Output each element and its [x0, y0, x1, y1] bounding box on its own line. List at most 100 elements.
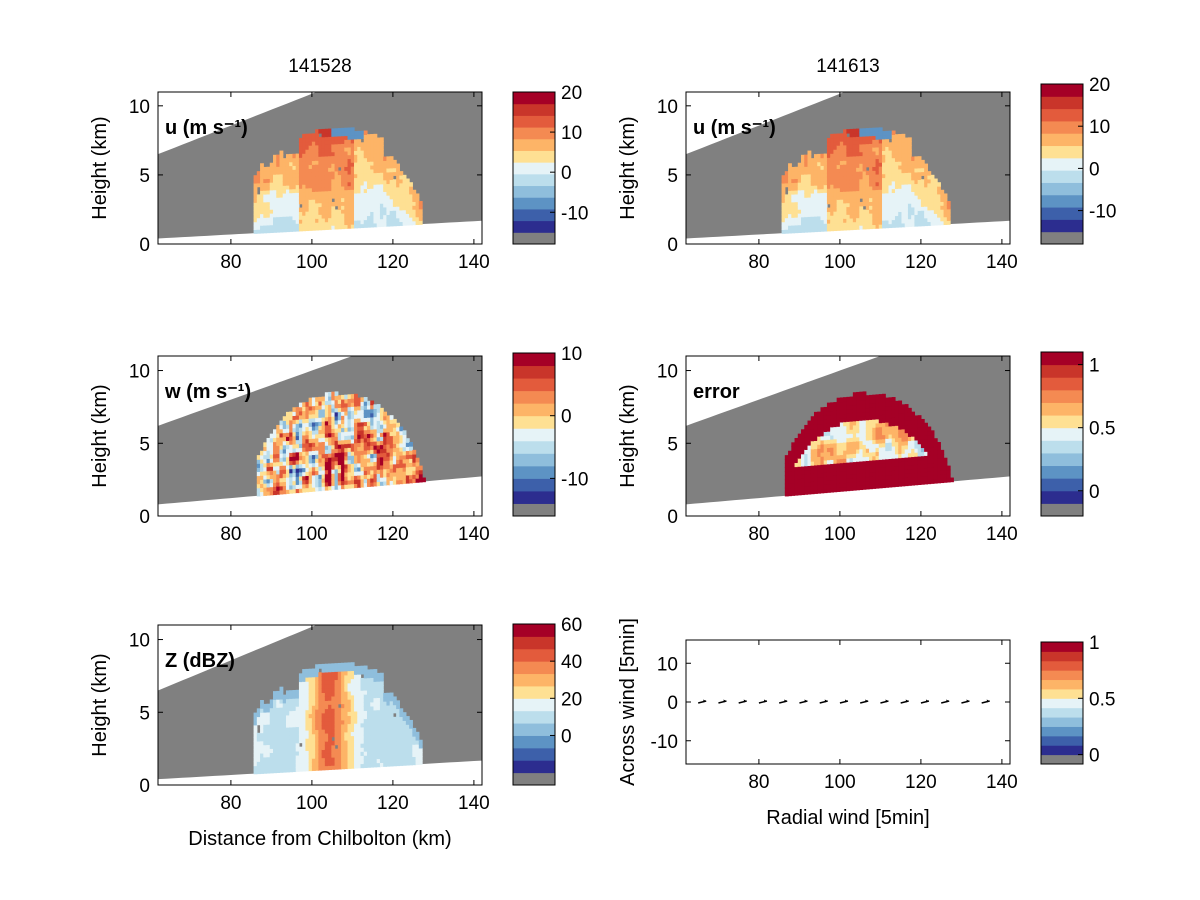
data-cell	[898, 199, 903, 205]
data-cell	[373, 222, 378, 228]
data-cell	[328, 728, 332, 734]
data-cell	[807, 457, 812, 462]
data-cell	[920, 206, 925, 211]
data-cell	[298, 451, 303, 457]
data-cell	[302, 141, 307, 147]
data-cell	[904, 180, 909, 185]
data-cell	[260, 704, 264, 709]
data-cell	[331, 765, 336, 770]
data-cell	[409, 217, 413, 222]
data-cell	[781, 182, 786, 188]
data-cell	[260, 209, 264, 215]
data-cell	[360, 478, 365, 484]
data-cell	[878, 162, 883, 167]
data-cell	[350, 224, 355, 229]
data-cell	[917, 191, 922, 196]
data-cell	[856, 205, 860, 211]
data-cell	[331, 143, 336, 149]
data-cell	[298, 718, 303, 723]
data-cell	[366, 138, 371, 143]
data-cell	[907, 191, 912, 197]
data-cell	[791, 442, 796, 448]
data-cell	[253, 761, 258, 767]
data-cell	[285, 216, 290, 221]
data-cell	[869, 419, 873, 425]
data-cell	[833, 426, 838, 432]
data-cell	[379, 141, 384, 146]
data-cell	[305, 681, 310, 686]
data-cell	[341, 427, 345, 433]
data-cell	[344, 158, 349, 164]
data-cell	[363, 470, 368, 476]
data-cell	[846, 474, 851, 479]
data-cell	[292, 484, 297, 490]
data-cell	[321, 425, 326, 430]
data-cell	[849, 152, 854, 157]
data-cell	[295, 742, 300, 748]
data-cell	[911, 210, 916, 216]
data-cell	[820, 227, 825, 232]
data-cell	[266, 719, 271, 725]
data-cell	[843, 454, 847, 459]
data-cell	[898, 203, 903, 209]
data-cell	[318, 214, 323, 219]
data-cell	[276, 166, 281, 171]
data-cell	[788, 205, 792, 211]
data-cell	[917, 464, 922, 469]
data-cell	[386, 456, 391, 461]
data-cell	[305, 180, 310, 185]
data-cell	[940, 466, 945, 471]
data-cell	[295, 767, 300, 772]
data-cell	[289, 431, 294, 437]
data-cell	[869, 415, 873, 420]
data-cell	[418, 473, 423, 479]
data-cell	[888, 466, 893, 472]
data-cell	[321, 761, 326, 767]
data-cell	[888, 470, 893, 476]
data-cell	[820, 431, 825, 437]
data-cell	[263, 186, 268, 191]
data-cell	[354, 471, 358, 476]
data-cell	[894, 425, 899, 430]
data-cell	[823, 406, 828, 412]
data-cell	[894, 153, 899, 159]
data-cell	[334, 217, 339, 222]
data-cell	[907, 473, 912, 478]
data-cell	[276, 441, 281, 446]
data-cell	[810, 436, 815, 442]
data-cell	[911, 444, 916, 449]
data-cell	[823, 439, 828, 445]
data-cell	[354, 154, 358, 159]
data-cell	[399, 205, 404, 211]
data-cell	[279, 715, 284, 720]
data-cell	[334, 395, 339, 401]
data-cell	[788, 475, 792, 480]
data-cell	[266, 170, 271, 176]
data-cell	[331, 761, 336, 766]
data-cell	[924, 434, 928, 440]
data-cell	[253, 206, 258, 211]
data-cell	[379, 210, 384, 216]
data-cell	[376, 412, 381, 417]
data-cell	[256, 712, 261, 718]
data-cell	[366, 457, 371, 463]
data-cell	[324, 194, 329, 200]
data-cell	[279, 690, 284, 696]
data-cell	[344, 662, 349, 668]
data-cell	[389, 194, 394, 200]
data-cell	[331, 140, 336, 145]
data-cell	[862, 440, 867, 445]
data-cell	[337, 220, 342, 226]
data-cell	[360, 730, 365, 736]
data-cell	[370, 134, 375, 139]
data-cell	[273, 433, 277, 439]
data-cell	[331, 420, 336, 425]
data-cell	[791, 487, 796, 492]
data-cell	[295, 754, 300, 760]
data-cell	[901, 222, 906, 228]
data-cell	[363, 142, 368, 147]
data-cell	[341, 197, 345, 202]
data-cell	[295, 710, 300, 715]
data-cell	[914, 202, 919, 208]
colorbar-frame	[512, 91, 556, 245]
